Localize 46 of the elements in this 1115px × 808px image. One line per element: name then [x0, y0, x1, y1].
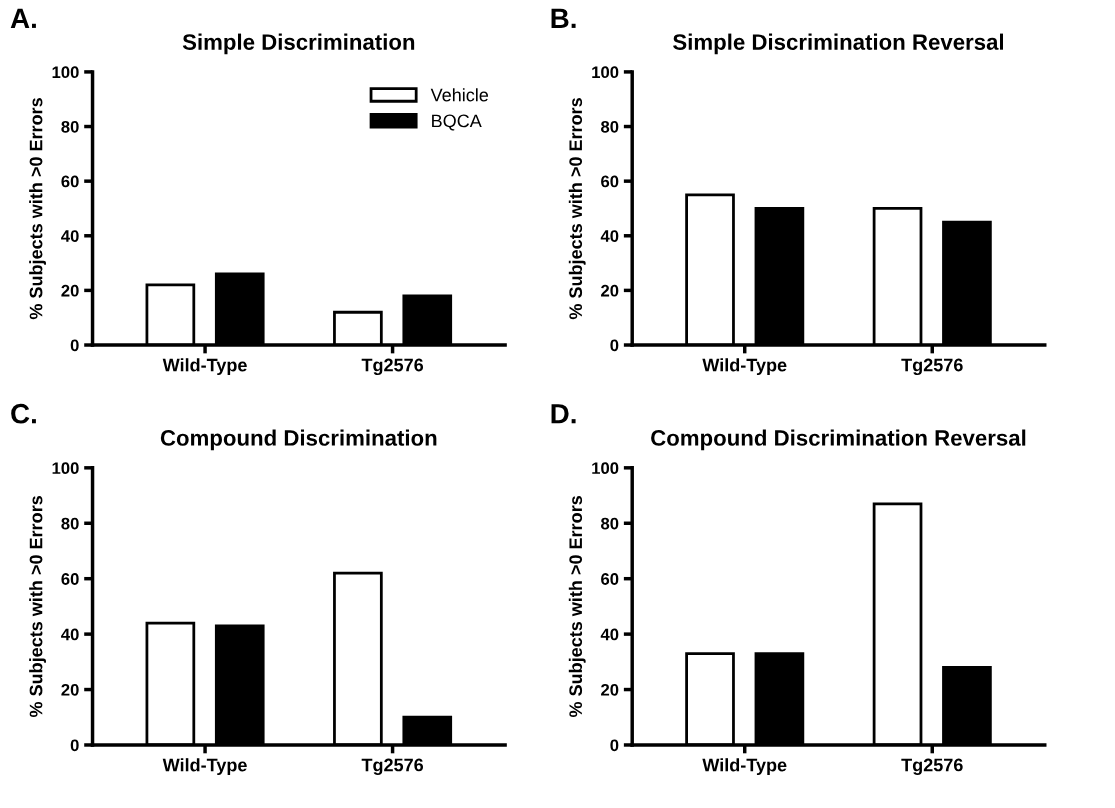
- y-axis-title: % Subjects with >0 Errors: [29, 98, 46, 320]
- text: A.: [10, 8, 36, 28]
- y-tick-label: 0: [610, 339, 619, 352]
- y-tick-label: 100: [52, 462, 79, 475]
- y-tick-label: 40: [600, 628, 619, 641]
- y-tick-label: 20: [61, 284, 79, 297]
- y-tick-label: 0: [70, 739, 79, 752]
- x-tick-label: Tg2576: [361, 758, 424, 775]
- y-tick-label: 80: [61, 120, 79, 133]
- y-tick-label: 20: [601, 284, 619, 297]
- y-tick-label: 60: [61, 175, 79, 188]
- y-tick-label: 40: [600, 230, 619, 242]
- x-tick-label: Wild-Type: [162, 758, 247, 775]
- y-tick-label: 20: [601, 683, 619, 696]
- y-tick-label: 100: [592, 66, 619, 79]
- y-tick-label: 60: [61, 573, 79, 585]
- y-axis-title: % Subjects with >0 Errors: [568, 98, 586, 320]
- y-tick-label: 60: [601, 573, 619, 585]
- y-tick-label: 40: [61, 628, 79, 641]
- y-tick-label: 80: [601, 517, 619, 530]
- y-tick-label: 0: [70, 339, 79, 352]
- y-axis-title: % Subjects with >0 Errors: [29, 496, 46, 718]
- legend-label: Vehicle: [430, 88, 489, 102]
- y-tick-label: 100: [592, 462, 619, 475]
- y-axis-title: % Subjects with >0 Errors: [568, 496, 586, 718]
- x-tick-label: Wild-Type: [702, 758, 787, 775]
- x-tick-label: Wild-Type: [702, 358, 787, 376]
- legend-label: BQCA: [432, 114, 482, 131]
- y-tick-label: 60: [601, 175, 619, 188]
- y-tick-label: 80: [61, 517, 79, 530]
- chart-title: Compound Discrimination: [160, 429, 437, 451]
- x-tick-label: Tg2576: [901, 758, 963, 775]
- text: D.: [551, 404, 576, 424]
- x-tick-label: Tg2576: [901, 358, 963, 376]
- chart-title: Simple Discrimination Reversal: [673, 33, 1004, 55]
- y-tick-label: 0: [610, 739, 619, 752]
- text: B.: [551, 8, 576, 28]
- y-tick-label: 20: [61, 683, 79, 696]
- x-tick-label: Tg2576: [361, 358, 424, 376]
- y-tick-label: 100: [52, 66, 79, 79]
- chart-title: Simple Discrimination: [182, 33, 415, 55]
- text: C.: [11, 403, 36, 424]
- y-tick-label: 80: [601, 120, 619, 133]
- x-tick-label: Wild-Type: [162, 358, 247, 376]
- chart-title: Compound Discrimination Reversal: [651, 429, 1026, 451]
- y-tick-label: 40: [61, 230, 79, 242]
